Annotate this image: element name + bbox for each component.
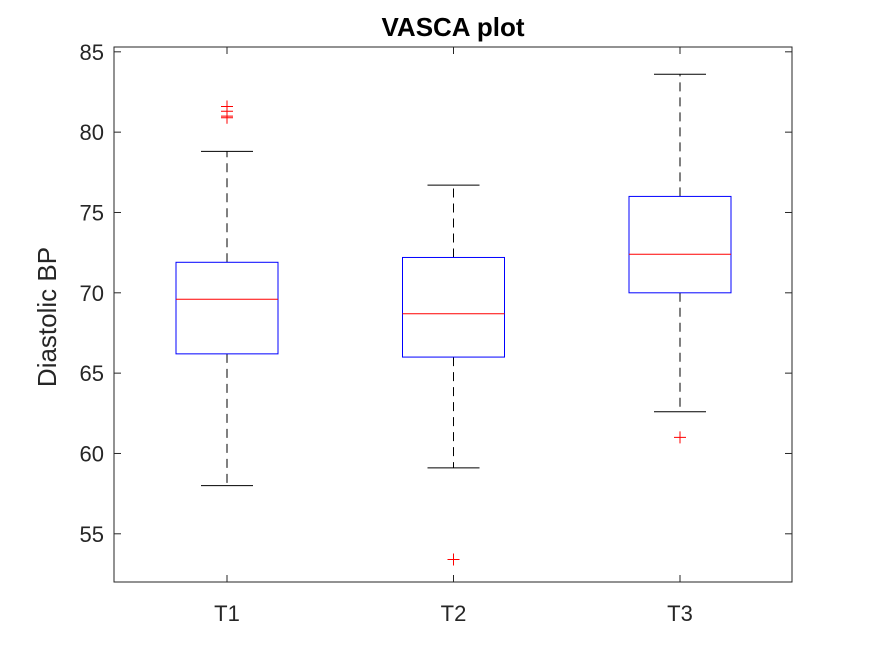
y-tick-label: 80 bbox=[80, 120, 104, 145]
x-tick-label: T3 bbox=[667, 601, 693, 626]
outlier-marker bbox=[447, 553, 460, 566]
y-tick-label: 75 bbox=[80, 200, 104, 225]
y-tick-label: 60 bbox=[80, 441, 104, 466]
outlier-marker bbox=[221, 100, 233, 113]
y-tick-label: 85 bbox=[80, 40, 104, 65]
y-tick-label: 65 bbox=[80, 361, 104, 386]
y-tick-label: 70 bbox=[80, 281, 104, 306]
y-axis-label: Diastolic BP bbox=[32, 247, 62, 387]
x-tick-label: T2 bbox=[441, 601, 467, 626]
plot-area: 55 60 65 70 75 80 85 T1 T2 T3 bbox=[80, 40, 793, 626]
y-tick-label: 55 bbox=[80, 522, 104, 547]
axes-frame bbox=[113, 46, 793, 583]
box-iqr bbox=[402, 256, 505, 358]
outlier-marker bbox=[674, 431, 686, 444]
box-iqr bbox=[175, 261, 279, 355]
chart-title: VASCA plot bbox=[382, 12, 525, 42]
box-iqr bbox=[628, 195, 732, 294]
x-tick-label: T1 bbox=[214, 601, 240, 626]
